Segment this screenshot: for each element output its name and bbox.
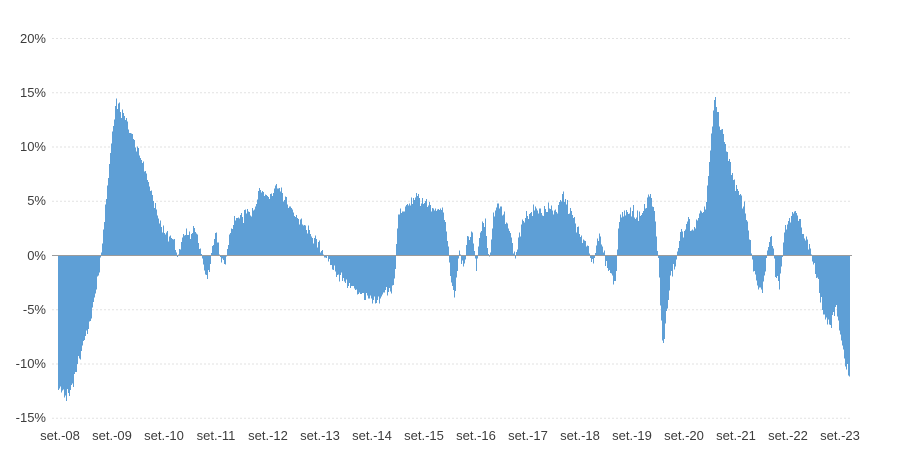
x-axis-tick-label: set.-10 xyxy=(144,428,184,443)
x-axis-tick-label: set.-19 xyxy=(612,428,652,443)
y-axis-tick-label: 10% xyxy=(19,139,46,154)
x-axis-tick-label: set.-18 xyxy=(560,428,600,443)
y-axis-tick-label: -5% xyxy=(22,302,46,317)
x-axis-tick-label: set.-22 xyxy=(768,428,808,443)
y-axis-tick-label: 5% xyxy=(27,193,46,208)
bars-path[interactable] xyxy=(58,97,850,402)
x-axis-tick-label: set.-11 xyxy=(196,428,236,443)
bar-series[interactable] xyxy=(58,97,850,402)
y-axis-tick-label: 20% xyxy=(19,31,46,46)
x-axis-tick-label: set.-17 xyxy=(508,428,548,443)
y-axis-tick-label: -10% xyxy=(15,356,46,371)
x-axis-tick-label: set.-20 xyxy=(664,428,704,443)
gridlines xyxy=(52,38,852,419)
x-axis-tick-label: set.-16 xyxy=(456,428,496,443)
y-axis-tick-label: -15% xyxy=(15,410,46,425)
x-axis-tick-label: set.-12 xyxy=(248,428,288,443)
x-axis-tick-label: set.-09 xyxy=(92,428,132,443)
x-axis-tick-label: set.-13 xyxy=(300,428,340,443)
y-axis-tick-label: 0% xyxy=(27,248,46,263)
x-axis-tick-label: set.-08 xyxy=(40,428,80,443)
y-axis-tick-label: 15% xyxy=(19,85,46,100)
x-axis-tick-label: set.-23 xyxy=(820,428,860,443)
x-axis-tick-label: set.-15 xyxy=(404,428,444,443)
x-axis-tick-label: set.-21 xyxy=(716,428,756,443)
x-axis-tick-label: set.-14 xyxy=(352,428,392,443)
